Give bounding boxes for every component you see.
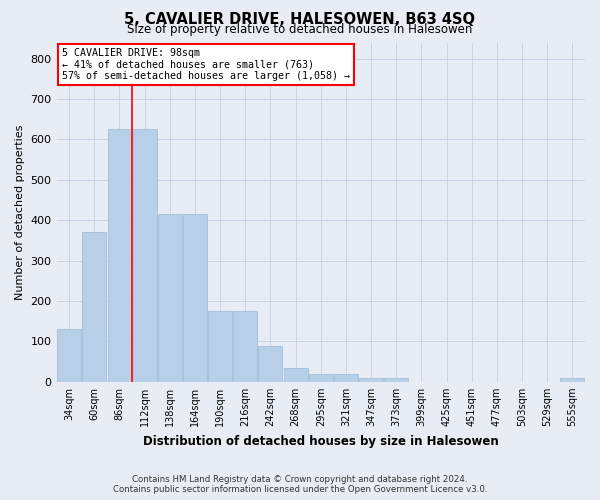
Bar bbox=[233, 311, 257, 382]
Bar bbox=[309, 374, 333, 382]
Text: 5 CAVALIER DRIVE: 98sqm
← 41% of detached houses are smaller (763)
57% of semi-d: 5 CAVALIER DRIVE: 98sqm ← 41% of detache… bbox=[62, 48, 350, 81]
Bar bbox=[107, 130, 131, 382]
Bar bbox=[208, 311, 232, 382]
Bar bbox=[133, 130, 157, 382]
X-axis label: Distribution of detached houses by size in Halesowen: Distribution of detached houses by size … bbox=[143, 434, 499, 448]
Bar bbox=[259, 346, 283, 382]
Bar bbox=[82, 232, 106, 382]
Y-axis label: Number of detached properties: Number of detached properties bbox=[15, 124, 25, 300]
Bar bbox=[359, 378, 383, 382]
Text: 5, CAVALIER DRIVE, HALESOWEN, B63 4SQ: 5, CAVALIER DRIVE, HALESOWEN, B63 4SQ bbox=[125, 12, 476, 28]
Bar bbox=[158, 214, 182, 382]
Bar bbox=[183, 214, 207, 382]
Bar bbox=[57, 330, 81, 382]
Text: Contains HM Land Registry data © Crown copyright and database right 2024.
Contai: Contains HM Land Registry data © Crown c… bbox=[113, 474, 487, 494]
Bar bbox=[284, 368, 308, 382]
Text: Size of property relative to detached houses in Halesowen: Size of property relative to detached ho… bbox=[127, 22, 473, 36]
Bar bbox=[560, 378, 584, 382]
Bar bbox=[385, 378, 408, 382]
Bar bbox=[334, 374, 358, 382]
